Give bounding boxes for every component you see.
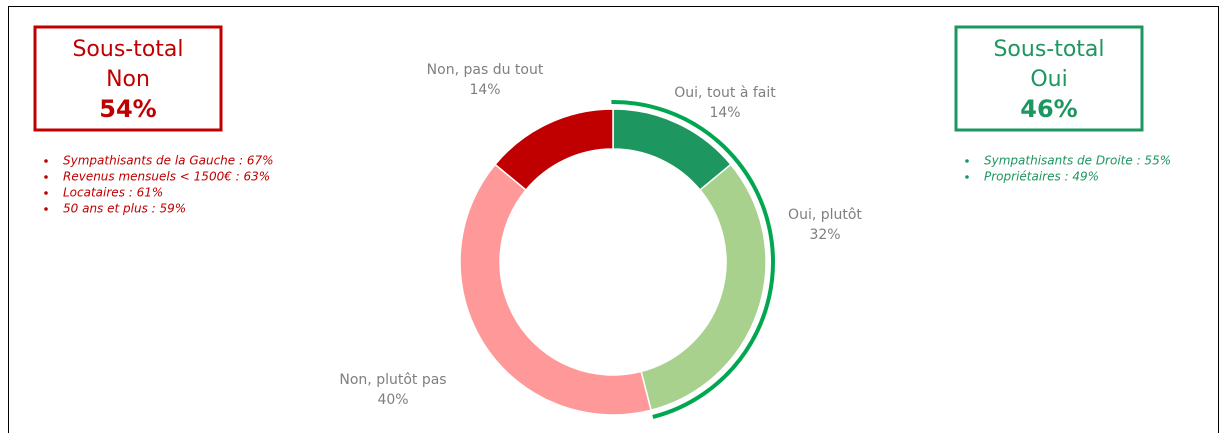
bullet: [965, 159, 969, 163]
segment-label: Oui, tout à fait: [674, 85, 776, 101]
segment-label: Non, plutôt pas: [339, 372, 446, 388]
bullet: [44, 159, 48, 163]
segment-value: 40%: [377, 392, 408, 408]
note: Propriétaires : 49%: [984, 170, 1099, 184]
subtotal-title: Sous-total: [993, 37, 1104, 62]
note: Sympathisants de Droite : 55%: [984, 154, 1171, 168]
segment-value: 14%: [469, 82, 500, 98]
segment-value: 32%: [809, 227, 840, 243]
subtotal-value: 46%: [1020, 95, 1077, 123]
bullet: [44, 175, 48, 179]
note: Locataires : 61%: [63, 186, 163, 200]
note: Sympathisants de la Gauche : 67%: [63, 154, 274, 168]
segment-value: 14%: [709, 105, 740, 121]
oui-bracket: [611, 100, 775, 419]
donut-segment: [612, 108, 732, 192]
bullet: [44, 191, 48, 195]
donut-segment: [494, 108, 614, 192]
subtotal-box: [33, 25, 223, 132]
subtotal-box: [954, 25, 1144, 132]
segment-label: Non, pas du tout: [427, 62, 544, 78]
note: Revenus mensuels < 1500€ : 63%: [63, 170, 270, 184]
note: 50 ans et plus : 59%: [63, 202, 186, 216]
donut-segment: [640, 163, 767, 412]
donut-segment: [459, 163, 652, 416]
subtotal-name: Non: [106, 67, 150, 92]
subtotal-title: Sous-total: [72, 37, 183, 62]
subtotal-value: 54%: [99, 95, 156, 123]
frame: [8, 6, 1219, 433]
bullet: [965, 175, 969, 179]
bullet: [44, 207, 48, 211]
segment-label: Oui, plutôt: [788, 207, 862, 223]
subtotal-name: Oui: [1030, 67, 1067, 92]
